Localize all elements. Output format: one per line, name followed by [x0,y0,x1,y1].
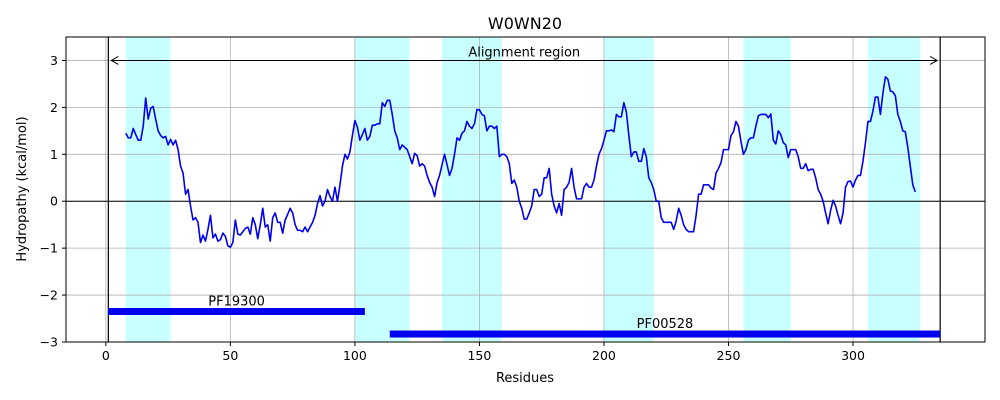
highlight-region-4 [603,37,654,342]
y-axis-label: Hydropathy (kcal/mol) [15,116,30,261]
x-tick-label: 50 [222,348,238,363]
x-tick-label: 250 [717,348,741,363]
alignment-region-label: Alignment region [468,45,580,60]
domain-bar-PF00528 [389,330,941,338]
x-tick-label: 300 [841,348,865,363]
annotation-layer: Alignment region PF19300 PF00528 [108,45,941,338]
highlight-regions [125,37,921,342]
y-tick-label: 3 [50,53,58,68]
domain-label-PF19300: PF19300 [208,295,265,310]
hydropathy-series-line [125,76,917,249]
chart-title: W0WN20 [488,14,562,33]
highlight-region-6 [867,37,921,342]
domain-bar-PF19300 [108,308,365,315]
x-tick-label: 200 [592,348,616,363]
y-tick-label: −3 [40,335,58,350]
y-tick-label: 1 [50,147,58,162]
series-layer [125,76,917,249]
y-tick-label: −1 [40,241,58,256]
highlight-region-5 [743,37,791,342]
highlight-region-1 [125,37,171,342]
y-tick-label: −2 [40,288,58,303]
x-axis-label: Residues [496,371,554,386]
axis-ticks: 0 50 100 150 200 250 300 −3 −2 −1 0 1 2 3 [40,53,865,363]
plot-frame [65,36,986,343]
y-tick-label: 2 [50,100,58,115]
x-tick-label: 100 [343,348,367,363]
x-tick-label: 150 [467,348,491,363]
alignment-arrow-right-head [929,56,939,65]
y-tick-label: 0 [50,194,58,209]
domain-label-PF00528: PF00528 [637,317,694,332]
highlight-region-3 [442,37,502,342]
x-tick-label: 0 [102,348,110,363]
highlight-region-2 [354,37,410,342]
alignment-arrow-left-head [110,56,119,65]
